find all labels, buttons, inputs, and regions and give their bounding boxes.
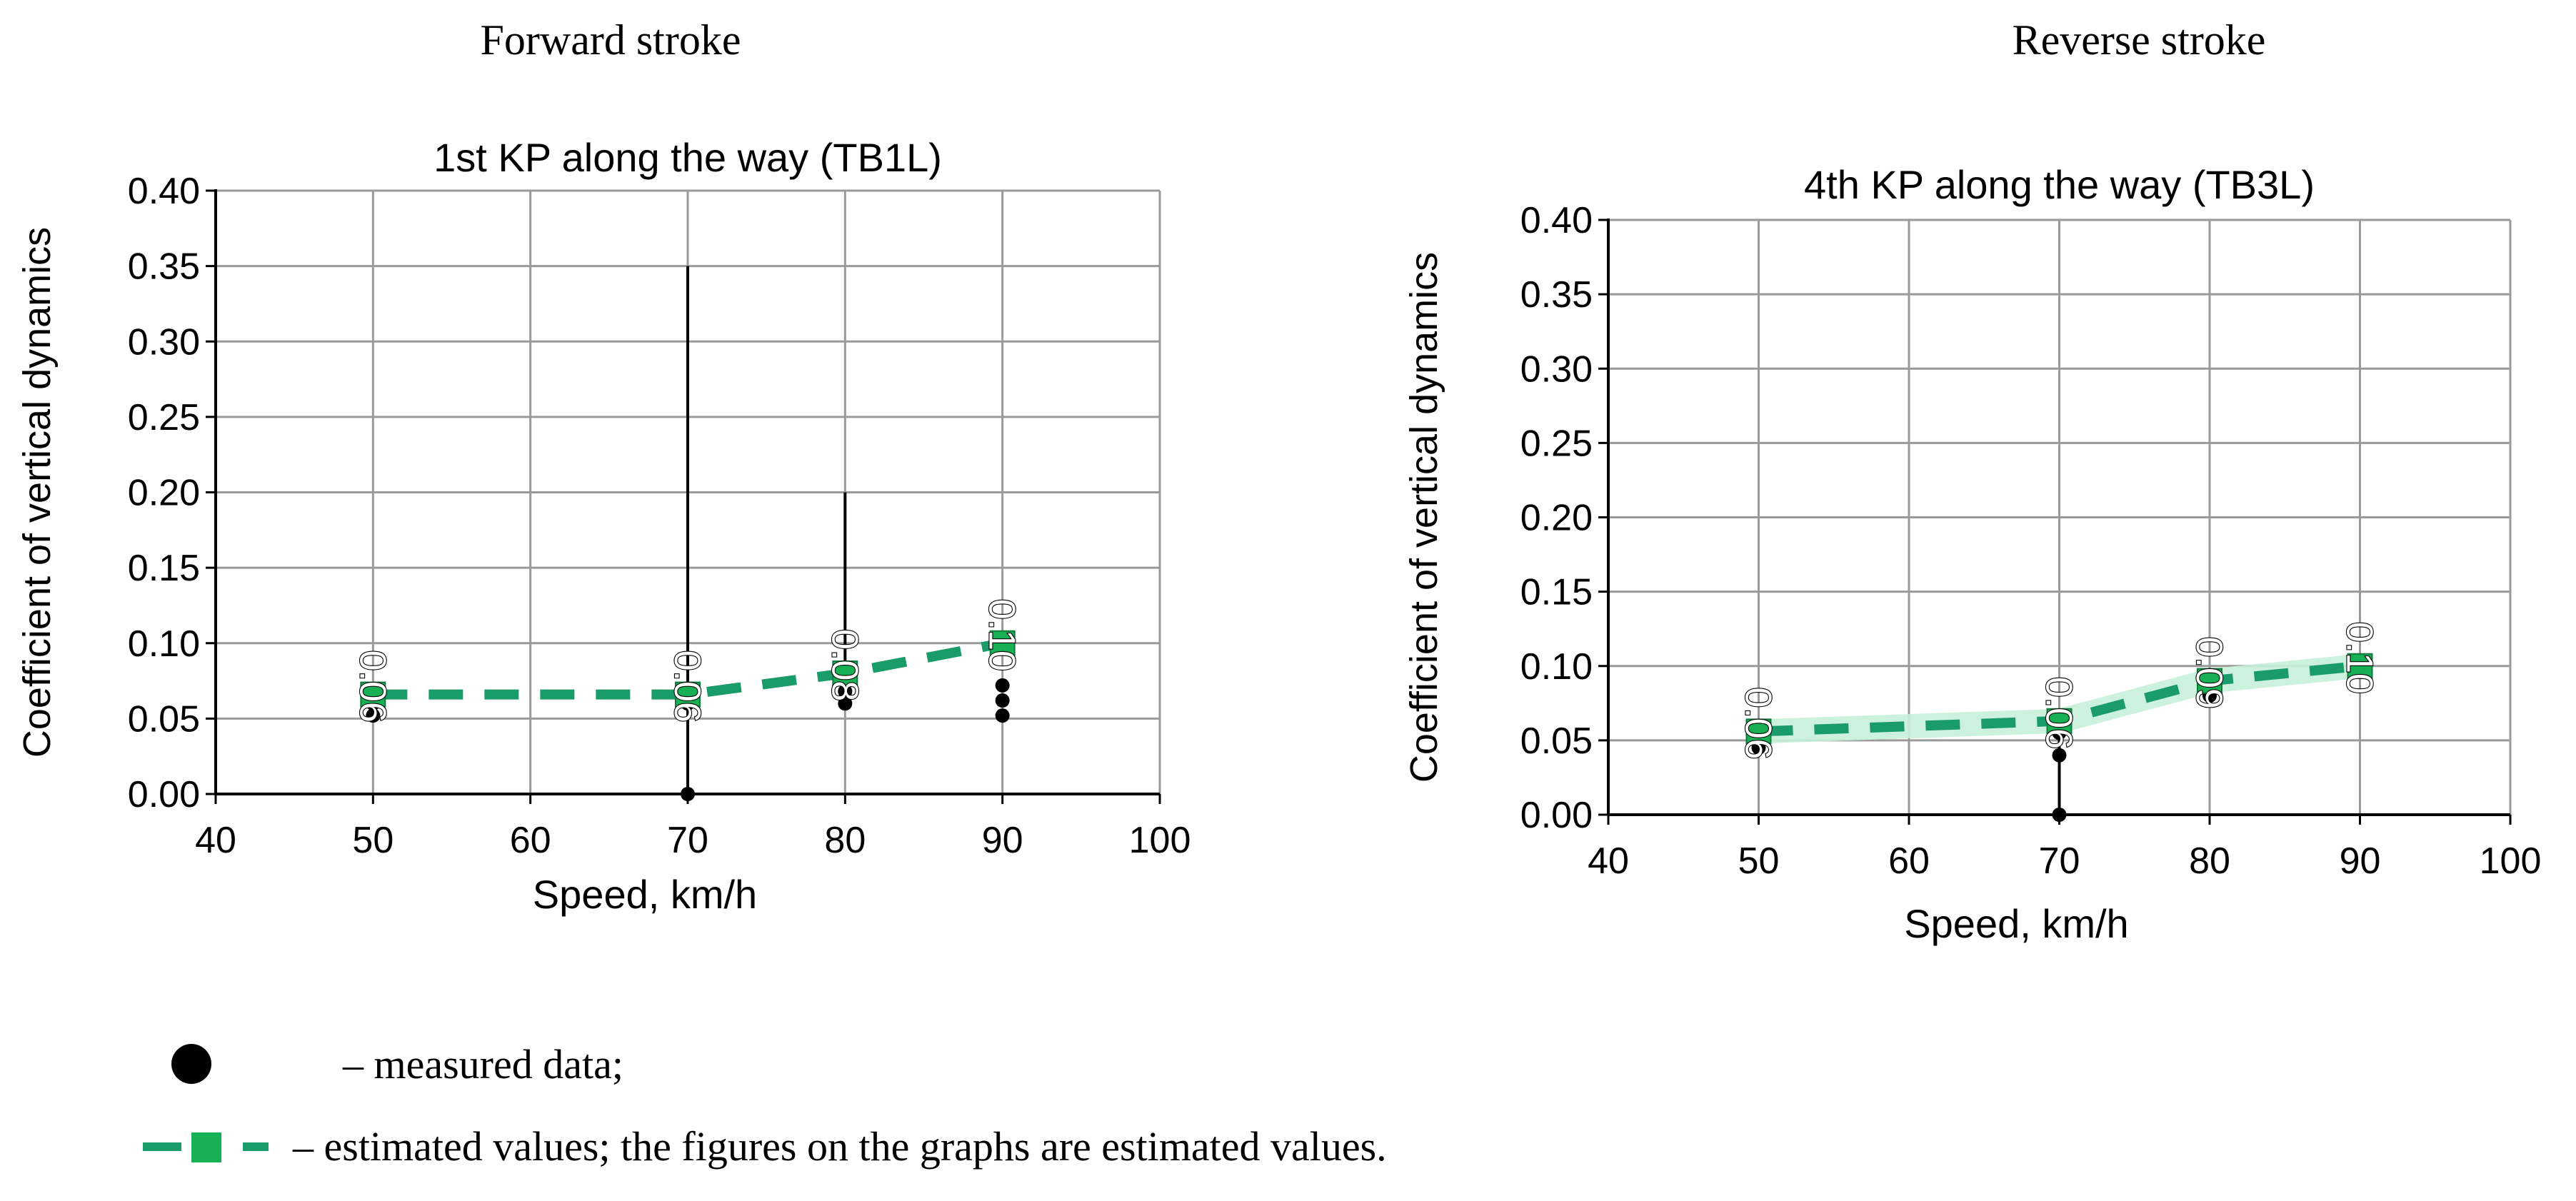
y-tick-label: 0.05 (128, 698, 200, 740)
y-tick-label: 0.20 (128, 473, 200, 514)
estimated-marker (360, 681, 386, 708)
measured-point (681, 787, 695, 801)
y-tick-label: 0.35 (1520, 274, 1593, 316)
y-tick-label: 0.40 (128, 171, 200, 212)
y-tick-label: 0.35 (128, 246, 200, 288)
estimated-value-label: 0.06 (1738, 687, 1779, 759)
estimated-value-label: 0.06 (351, 650, 393, 723)
legend-estimated: – estimated values; the figures on the g… (129, 1114, 1387, 1178)
estimated-line (1758, 660, 2361, 737)
measured-point (2052, 808, 2067, 822)
x-tick-label: 50 (352, 820, 394, 861)
x-tick-label: 80 (2189, 840, 2230, 882)
measured-point (366, 708, 381, 723)
x-tick-label: 70 (667, 820, 708, 861)
y-tick-label: 0.15 (128, 548, 200, 589)
x-tick-label: 60 (510, 820, 551, 861)
estimated-marker (2347, 653, 2373, 679)
x-tick-label: 100 (2480, 840, 2542, 882)
estimated-value-label: 0.10 (2339, 622, 2380, 694)
legend-measured: – measured data; (129, 1032, 623, 1096)
measured-point (838, 696, 853, 711)
y-tick-label: 0.25 (128, 397, 200, 438)
left-chart: 0.00 0.05 0.10 0.15 0.20 0.25 0.30 0.35 0.40 40 50… (16, 135, 1191, 917)
forward-stroke-heading: Forward stroke (480, 16, 741, 64)
x-tick-label: 100 (1129, 820, 1191, 861)
x-tick-label: 50 (1738, 840, 1780, 882)
measured-point (995, 693, 1010, 708)
estimated-value-label: 0.08 (823, 629, 865, 701)
y-tick-label: 0.10 (1520, 646, 1593, 688)
measured-point (2052, 748, 2067, 763)
y-tick-label: 0.40 (1520, 200, 1593, 241)
estimated-marker (832, 660, 858, 686)
x-tick-label: 90 (982, 820, 1023, 861)
y-tick-label: 0.00 (1520, 795, 1593, 836)
x-tick-label: 60 (1888, 840, 1930, 882)
y-tick-label: 0.20 (1520, 498, 1593, 539)
legend-estimated-label: – estimated values; the figures on the g… (293, 1122, 1387, 1170)
x-axis-label: Speed, km/h (1904, 901, 2128, 946)
x-tick-label: 80 (824, 820, 866, 861)
measured-point (995, 708, 1010, 723)
y-tick-label: 0.25 (1520, 423, 1593, 464)
chart-title: 4th KP along the way (TB3L) (1804, 162, 2315, 207)
estimated-value-label: 0.06 (2038, 677, 2080, 749)
x-axis-label: Speed, km/h (533, 872, 757, 917)
estimated-line-icon (129, 1114, 293, 1178)
estimated-marker (1745, 718, 1772, 745)
y-tick-label: 0.10 (128, 623, 200, 665)
measured-point (838, 684, 853, 699)
estimated-value-label: 0.06 (666, 650, 708, 723)
measured-dot-icon (129, 1032, 314, 1096)
y-axis-label: Coefficient of vertical dynamics (16, 227, 59, 758)
y-tick-label: 0.05 (1520, 720, 1593, 762)
estimated-marker (989, 630, 1016, 656)
estimated-value-label: 0.09 (2188, 637, 2230, 709)
x-tick-label: 40 (1588, 840, 1629, 882)
y-tick-label: 0.30 (128, 321, 200, 363)
x-tick-label: 40 (195, 820, 236, 861)
y-axis-label: Coefficient of vertical dynamics (1403, 252, 1445, 783)
x-tick-label: 90 (2340, 840, 2381, 882)
estimated-marker (2046, 708, 2073, 734)
y-tick-label: 0.15 (1520, 572, 1593, 613)
reverse-stroke-heading: Reverse stroke (2012, 16, 2266, 64)
legend-measured-label: – measured data; (343, 1040, 623, 1087)
right-chart: 0.00 0.05 0.10 0.15 0.20 0.25 0.30 0.35 0.40 40 50… (1403, 162, 2541, 946)
estimated-line (373, 638, 1003, 700)
chart-title: 1st KP along the way (TB1L) (433, 135, 942, 180)
measured-point (995, 678, 1010, 693)
estimated-marker (2197, 668, 2222, 694)
y-tick-label: 0.00 (128, 774, 200, 815)
estimated-marker (675, 681, 701, 708)
estimated-value-label: 0.10 (981, 599, 1023, 671)
y-tick-label: 0.30 (1520, 348, 1593, 390)
x-tick-label: 70 (2039, 840, 2080, 882)
